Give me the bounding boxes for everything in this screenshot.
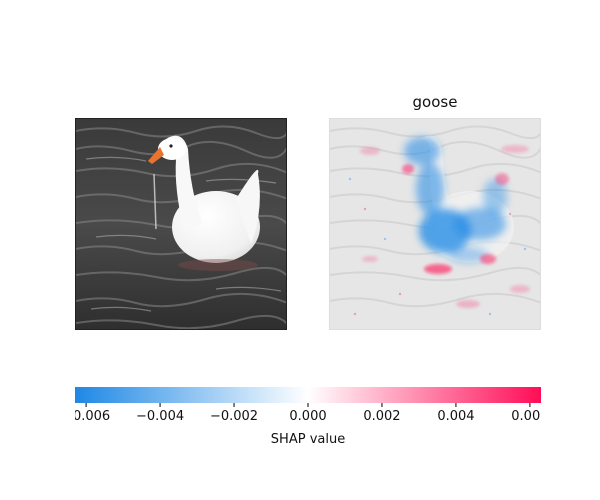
colorbar-tick-label: 0.006 bbox=[511, 409, 541, 424]
colorbar-tick-label: 0.004 bbox=[437, 409, 474, 424]
colorbar-tick-label: 0.000 bbox=[289, 409, 326, 424]
colorbar-tick-label: −0.006 bbox=[75, 409, 110, 424]
shap-overlay bbox=[330, 119, 540, 329]
shap-heatmap bbox=[329, 118, 541, 330]
positive-attribution-region bbox=[360, 145, 530, 308]
colorbar-ticks: −0.006 −0.004 −0.002 0.000 0.002 0.004 0.006 bbox=[75, 403, 541, 424]
colorbar-gradient bbox=[75, 387, 541, 403]
colorbar-tick-label: −0.004 bbox=[136, 409, 184, 424]
colorbar-tick-label: −0.002 bbox=[210, 409, 258, 424]
goose-photo bbox=[76, 119, 286, 329]
panel-title: goose bbox=[412, 93, 458, 111]
colorbar-tick-label: 0.002 bbox=[363, 409, 400, 424]
input-image bbox=[75, 118, 287, 330]
colorbar: −0.006 −0.004 −0.002 0.000 0.002 0.004 0.006 bbox=[75, 387, 541, 424]
colorbar-label: SHAP value bbox=[270, 432, 346, 447]
negative-attribution-region bbox=[404, 137, 507, 263]
